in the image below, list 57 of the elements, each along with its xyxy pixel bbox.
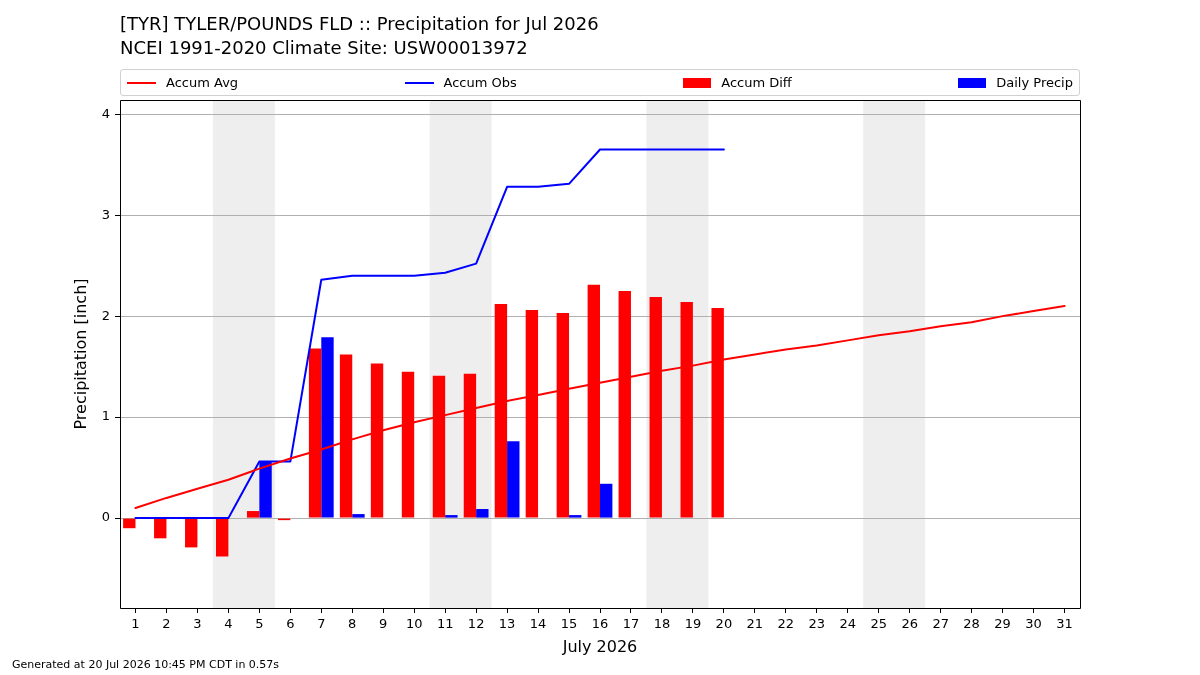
bar [569, 515, 582, 518]
y-tick-label: 2 [101, 307, 110, 323]
x-tick-label: 12 [467, 616, 485, 632]
legend-label: Accum Obs [443, 75, 517, 90]
y-tick-label: 0 [101, 509, 110, 525]
x-tick-label: 3 [193, 616, 202, 632]
bar [476, 509, 489, 518]
y-tick-label: 4 [101, 105, 110, 121]
x-tick-label: 20 [715, 616, 733, 632]
x-tick-label: 7 [317, 616, 326, 632]
bar [154, 518, 167, 539]
chart-title: [TYR] TYLER/POUNDS FLD :: Precipitation for Jul 2026 [120, 12, 599, 36]
x-tick-label: 6 [286, 616, 295, 632]
x-tick-label: 15 [560, 616, 578, 632]
x-tick-label: 30 [1025, 616, 1042, 632]
legend-label: Accum Diff [721, 75, 792, 90]
x-tick-label: 27 [932, 616, 949, 632]
x-tick-label: 23 [808, 616, 826, 632]
x-tick-label: 14 [529, 616, 547, 632]
y-tick-label: 3 [101, 206, 110, 222]
x-tick-label: 28 [963, 616, 980, 632]
x-tick-label: 21 [746, 616, 764, 632]
x-tick-label: 17 [622, 616, 640, 632]
legend-label: Daily Precip [996, 75, 1073, 90]
text: Generated at 20 Jul 2026 10:45 PM CDT in 0.57s [12, 658, 280, 671]
x-tick-label: 19 [684, 616, 702, 632]
x-tick-label: 11 [436, 616, 454, 632]
y-axis-title: Precipitation [inch] [70, 278, 90, 430]
x-tick-label: 8 [348, 616, 357, 632]
x-tick-label: 13 [498, 616, 516, 632]
bar [507, 441, 520, 518]
x-tick-label: 10 [405, 616, 423, 632]
y-tick-label: 1 [101, 408, 110, 424]
x-tick-label: 18 [653, 616, 671, 632]
x-tick-label: 22 [777, 616, 795, 632]
bar [185, 518, 198, 548]
bar [445, 515, 458, 518]
x-tick-label: 26 [901, 616, 918, 632]
x-tick-label: 25 [870, 616, 887, 632]
x-tick-label: 5 [255, 616, 264, 632]
x-tick-label: 31 [1056, 616, 1073, 632]
bar [123, 518, 136, 529]
x-tick-label: 29 [994, 616, 1011, 632]
x-tick-label: 2 [162, 616, 171, 632]
x-tick-label: 9 [379, 616, 388, 632]
x-tick-label: 4 [224, 616, 233, 632]
bar [600, 483, 613, 518]
bar [216, 518, 229, 557]
bar [246, 511, 260, 518]
bar [352, 514, 365, 518]
x-tick-label: 1 [131, 616, 140, 632]
legend-label: Accum Avg [166, 75, 239, 90]
x-axis-title: July 2026 [561, 636, 638, 656]
bar [321, 337, 334, 518]
chart-subtitle: NCEI 1991-2020 Climate Site: USW00013972 [120, 36, 528, 60]
x-tick-label: 16 [591, 616, 609, 632]
x-tick-label: 24 [839, 616, 857, 632]
